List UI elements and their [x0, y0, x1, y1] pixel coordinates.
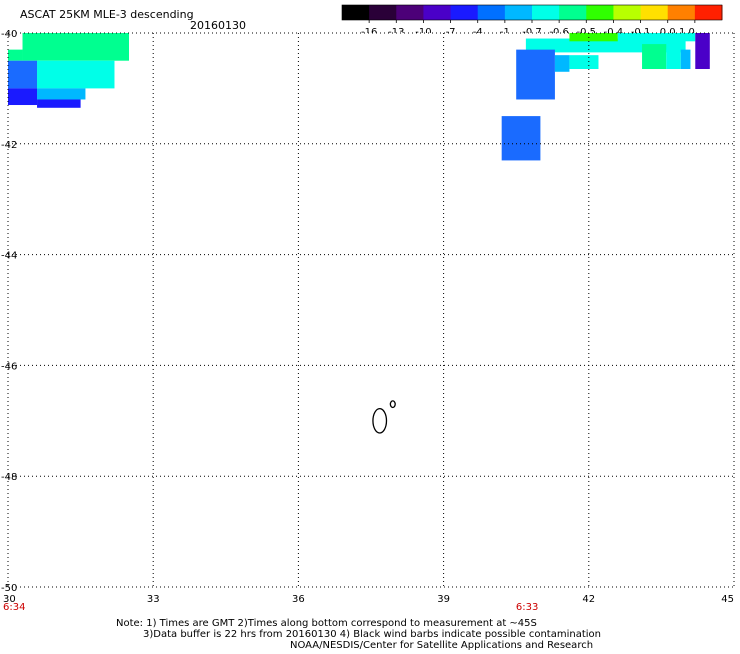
data-cell-12 [554, 55, 570, 72]
lon-tick-label: 36 [292, 594, 305, 605]
colorbar-swatch-11 [640, 5, 669, 20]
data-cell-2 [37, 60, 115, 89]
colorbar-swatch-4 [450, 5, 479, 20]
data-cell-4 [37, 88, 86, 100]
island-contour-1 [389, 400, 396, 409]
colorbar-swatch-2 [396, 5, 424, 20]
lat-tick-label: -44 [1, 251, 17, 262]
colorbar-swatch-1 [369, 5, 397, 20]
colorbar-swatch-9 [586, 5, 614, 20]
colorbar-swatch-10 [613, 5, 642, 20]
colorbar-label: -0.6 [549, 27, 569, 38]
plot-area [8, 33, 734, 587]
data-cell-13 [569, 55, 599, 70]
island-contour-0 [372, 407, 388, 434]
lat-tick-label: -42 [1, 140, 17, 151]
data-cell-0 [22, 33, 129, 61]
note-line-2: 3)Data buffer is 22 hrs from 20160130 4)… [143, 629, 601, 640]
colorbar-label: -4 [473, 27, 483, 38]
data-cells [8, 33, 710, 161]
time-label: 6:33 [516, 602, 538, 613]
time-labels: 6:34 6:33 [3, 602, 538, 613]
colorbar-label: -7 [446, 27, 456, 38]
lat-tick-label: -40 [1, 29, 17, 40]
lon-tick-label: 45 [721, 594, 734, 605]
data-cell-6 [37, 99, 81, 108]
map-title: ASCAT 25KM MLE-3 descending [20, 8, 194, 21]
colorbar-swatch-13 [694, 5, 723, 20]
data-cell-3 [8, 60, 38, 89]
colorbar-label: -0.5 [577, 27, 597, 38]
data-cell-17 [501, 116, 541, 161]
colorbar-swatch-6 [504, 5, 533, 20]
colorbar-label: 1.0 [679, 27, 695, 38]
lon-tick-label: 33 [147, 594, 160, 605]
colorbar-swatch-0 [342, 5, 370, 20]
note-line-3: NOAA/NESDIS/Center for Satellite Applica… [290, 640, 593, 650]
data-cell-5 [8, 88, 38, 106]
note-line-1: Note: 1) Times are GMT 2)Times along bot… [116, 618, 537, 629]
data-cell-10 [695, 33, 710, 70]
lon-tick-label: 30 [3, 594, 16, 605]
data-cell-15 [666, 49, 681, 70]
colorbar-swatch-7 [532, 5, 560, 20]
colorbar-swatch-8 [559, 5, 587, 20]
colorbar: -16-13-10-7-4-1-0.7-0.6-0.5-0.4-0.10.01.… [341, 4, 723, 38]
time-label: 6:34 [3, 602, 25, 613]
lat-tick-label: -48 [1, 472, 17, 483]
colorbar-swatch-5 [477, 5, 506, 20]
island-contours [372, 400, 396, 434]
data-cell-11 [516, 49, 555, 100]
colorbar-label: 0.0 [660, 27, 676, 38]
grid-lines [7, 32, 735, 588]
lat-tick-label: -50 [1, 583, 17, 594]
lat-tick-label: -46 [1, 361, 17, 372]
data-cell-14 [642, 44, 667, 70]
map-date: 20160130 [190, 19, 246, 32]
colorbar-swatch-12 [667, 5, 696, 20]
data-cell-1 [8, 49, 23, 61]
data-cell-16 [680, 49, 691, 70]
colorbar-swatch-3 [423, 5, 452, 20]
colorbar-label: -10 [415, 27, 431, 38]
data-cell-9 [617, 33, 696, 42]
colorbar-label: -16 [361, 27, 377, 38]
lon-tick-label: 42 [582, 594, 595, 605]
colorbar-label: -0.4 [604, 27, 624, 38]
data-cell-8 [569, 33, 618, 42]
lon-tick-label: 39 [437, 594, 450, 605]
axis-ticks: 30 33 36 39 42 45 -40 -42 -44 -46 -48 -50 [1, 29, 734, 605]
